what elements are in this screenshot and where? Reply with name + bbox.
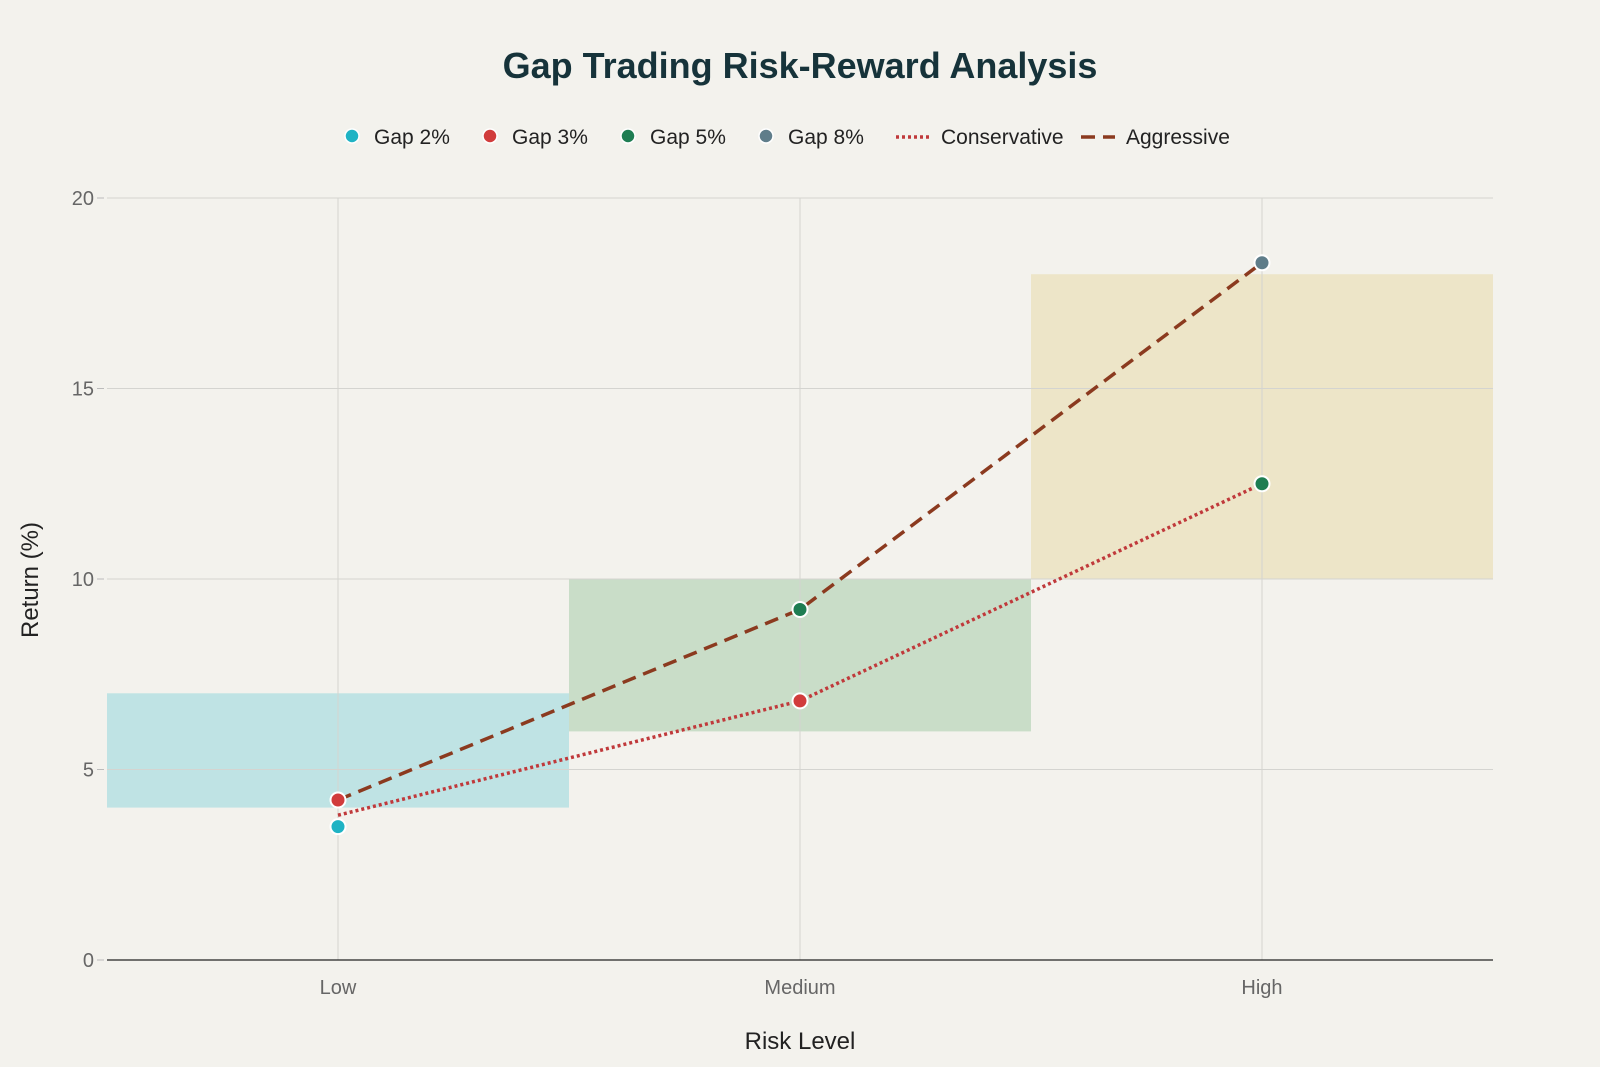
legend-label: Gap 2% — [374, 126, 450, 149]
legend-item-gap-8: Gap 8% — [758, 126, 864, 149]
x-tick-label: Medium — [764, 977, 835, 999]
y-tick-label: 0 — [83, 950, 94, 972]
legend-marker — [620, 128, 636, 144]
point-gap-5-medium — [791, 600, 809, 618]
grid: 0 5 10 15 20 — [72, 188, 1493, 972]
legend-item-aggressive: Aggressive — [1081, 126, 1230, 149]
legend-label: Gap 8% — [788, 126, 864, 149]
legend-marker — [758, 128, 774, 144]
legend: Gap 2% Gap 3% Gap 5% Gap 8% Conservative Aggr… — [344, 126, 1230, 149]
x-axis-title: Risk Level — [745, 1028, 856, 1055]
axes: Low Medium High — [107, 959, 1493, 999]
y-tick-label: 15 — [72, 379, 94, 401]
point-gap-3-low — [329, 791, 347, 809]
legend-label: Gap 5% — [650, 126, 726, 149]
point-gap-3-medium — [791, 692, 809, 710]
legend-item-gap-5: Gap 5% — [620, 126, 726, 149]
data-points — [329, 254, 1271, 836]
y-axis-title: Return (%) — [17, 522, 44, 638]
legend-label: Aggressive — [1126, 126, 1230, 149]
point-gap-2-low — [329, 818, 347, 836]
point-gap-8-high — [1253, 254, 1271, 272]
legend-item-gap-3: Gap 3% — [482, 126, 588, 149]
legend-label: Conservative — [941, 126, 1064, 149]
y-tick-label: 10 — [72, 569, 94, 591]
point-gap-5-high — [1253, 475, 1271, 493]
x-tick-label: Low — [320, 977, 357, 999]
legend-marker — [482, 128, 498, 144]
chart-title: Gap Trading Risk-Reward Analysis — [503, 45, 1098, 86]
x-tick-label: High — [1241, 977, 1282, 999]
legend-item-conservative: Conservative — [896, 126, 1064, 149]
y-tick-label: 5 — [83, 760, 94, 782]
legend-label: Gap 3% — [512, 126, 588, 149]
line-aggressive — [337, 261, 1264, 802]
legend-marker — [344, 128, 360, 144]
y-tick-label: 20 — [72, 188, 94, 210]
legend-item-gap-2: Gap 2% — [344, 126, 450, 149]
